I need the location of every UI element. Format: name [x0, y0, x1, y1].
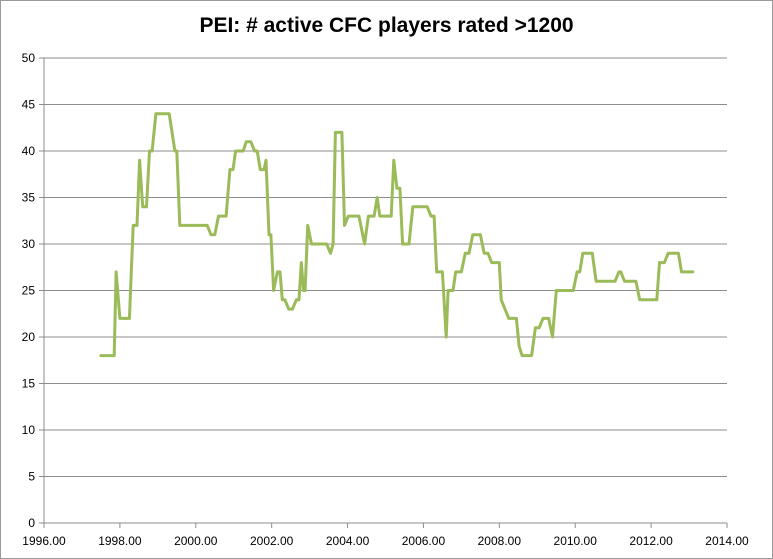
y-tick-label: 45 [22, 98, 36, 112]
series-group [99, 112, 695, 358]
y-tick-label: 15 [22, 377, 36, 391]
x-tick-label: 2000.00 [174, 534, 218, 548]
y-tick-label: 10 [22, 423, 36, 437]
y-tick-label: 20 [22, 330, 36, 344]
x-tick-label: 1996.00 [22, 534, 66, 548]
x-tick-label: 2008.00 [478, 534, 522, 548]
x-axis-tick-labels: 1996.00 1998.00 2000.00 2002.00 2004.00 2006.… [22, 534, 749, 548]
x-tick-label: 2014.00 [705, 534, 749, 548]
x-tick-label: 2004.00 [326, 534, 370, 548]
chart-title: PEI: # active CFC players rated >1200 [199, 14, 574, 37]
y-tick-label: 25 [22, 284, 36, 298]
y-tick-label: 40 [22, 144, 36, 158]
y-tick-label: 0 [28, 516, 35, 530]
y-tick-label: 30 [22, 237, 36, 251]
x-tick-label: 2002.00 [250, 534, 294, 548]
y-axis-tick-labels: 0 5 10 15 20 25 30 35 40 45 50 [22, 51, 36, 530]
y-tick-label: 50 [22, 51, 36, 65]
y-tick-label: 5 [28, 470, 35, 484]
x-tick-label: 2010.00 [554, 534, 598, 548]
x-tick-label: 2012.00 [629, 534, 673, 548]
axes [39, 57, 728, 528]
x-tick-label: 1998.00 [98, 534, 142, 548]
gridlines [44, 57, 727, 477]
series-line [99, 112, 695, 358]
x-tick-label: 2006.00 [402, 534, 446, 548]
y-tick-label: 35 [22, 191, 36, 205]
